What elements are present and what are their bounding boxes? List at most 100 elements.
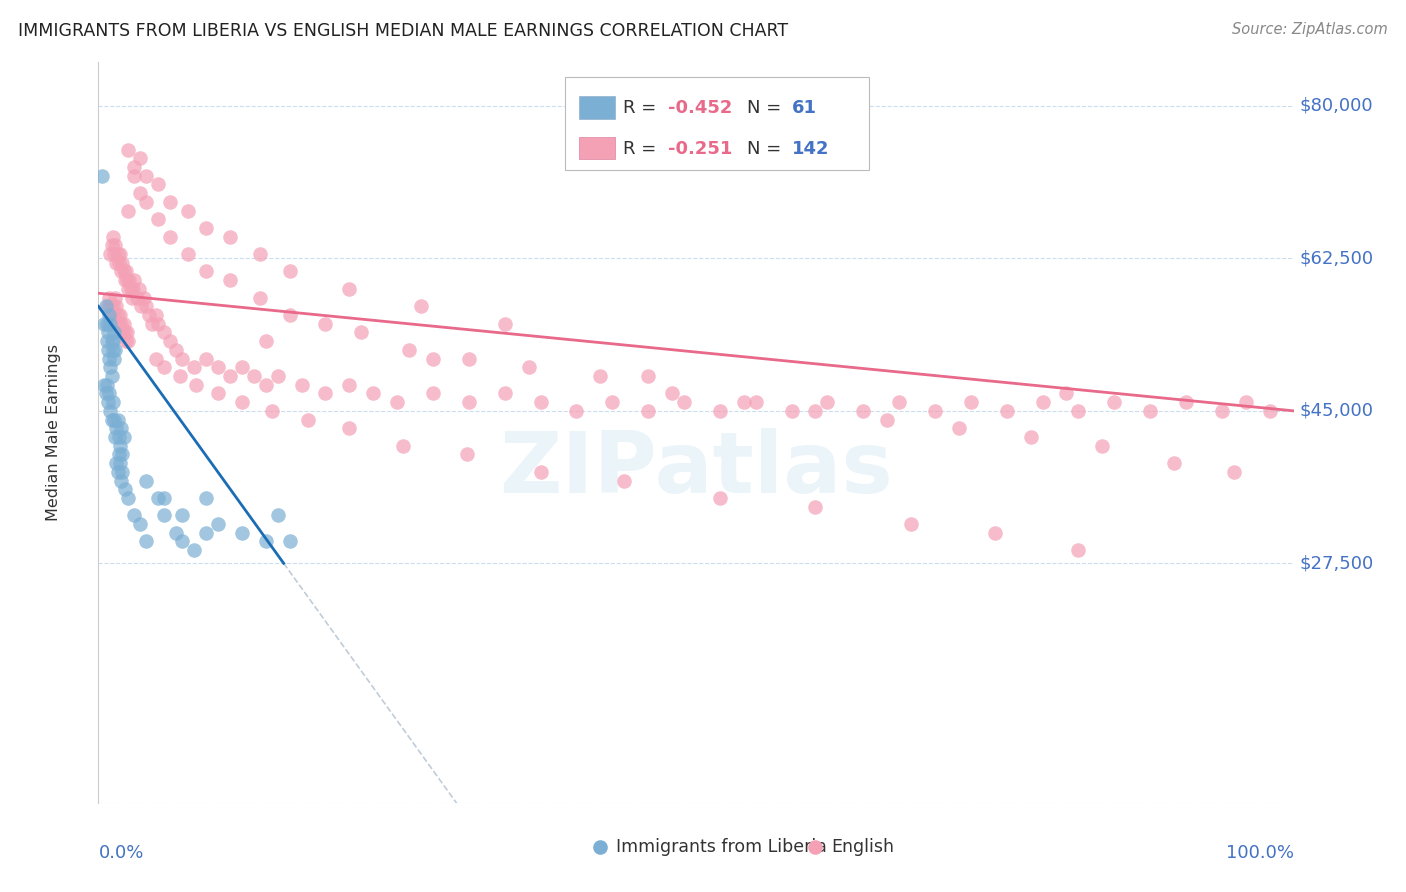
Point — [105, 299, 128, 313]
Point — [960, 395, 983, 409]
Point — [115, 273, 138, 287]
Point — [422, 386, 444, 401]
Point — [108, 456, 131, 470]
Point — [105, 421, 128, 435]
Text: 100.0%: 100.0% — [1226, 844, 1294, 862]
Point — [876, 412, 898, 426]
Point — [231, 525, 253, 540]
Point — [1104, 395, 1126, 409]
Point — [780, 404, 803, 418]
Point — [105, 256, 128, 270]
Point — [458, 351, 481, 366]
Point — [114, 273, 136, 287]
Point — [673, 395, 696, 409]
Point — [107, 447, 129, 461]
Point — [111, 465, 134, 479]
Point — [172, 508, 194, 523]
Point — [169, 369, 191, 384]
Point — [107, 317, 129, 331]
Point — [138, 308, 160, 322]
Point — [278, 264, 301, 278]
Point — [121, 291, 143, 305]
Point — [315, 317, 337, 331]
Point — [124, 160, 146, 174]
Point — [108, 439, 131, 453]
Point — [114, 482, 136, 496]
Point — [458, 395, 481, 409]
Point — [117, 334, 139, 348]
Point — [422, 351, 444, 366]
Point — [110, 474, 132, 488]
Point — [97, 326, 120, 340]
Text: $80,000: $80,000 — [1299, 97, 1374, 115]
Point — [153, 326, 176, 340]
Point — [733, 395, 755, 409]
Point — [153, 360, 176, 375]
Point — [207, 360, 229, 375]
FancyBboxPatch shape — [565, 78, 869, 169]
Point — [148, 212, 170, 227]
Text: N =: N = — [748, 140, 787, 158]
Point — [278, 308, 301, 322]
Point — [117, 203, 139, 218]
Point — [135, 194, 157, 209]
Point — [104, 343, 127, 357]
Text: $27,500: $27,500 — [1299, 554, 1374, 573]
Point — [118, 273, 141, 287]
Point — [148, 178, 170, 192]
Point — [100, 369, 122, 384]
Point — [363, 386, 385, 401]
Point — [148, 317, 170, 331]
Point — [815, 395, 838, 409]
Point — [177, 203, 200, 218]
Point — [110, 264, 132, 278]
Point — [804, 404, 827, 418]
Point — [231, 360, 253, 375]
Point — [709, 491, 731, 505]
Point — [104, 291, 127, 305]
Point — [153, 491, 176, 505]
Text: -0.251: -0.251 — [668, 140, 733, 158]
Point — [98, 291, 121, 305]
Point — [103, 308, 125, 322]
Point — [107, 308, 129, 322]
Point — [97, 343, 120, 357]
Point — [207, 386, 229, 401]
Point — [637, 404, 659, 418]
Point — [1032, 395, 1054, 409]
Text: $45,000: $45,000 — [1299, 401, 1374, 420]
Text: 61: 61 — [792, 99, 817, 118]
Point — [153, 508, 176, 523]
Point — [111, 256, 134, 270]
Point — [124, 508, 146, 523]
Point — [103, 412, 125, 426]
Point — [254, 534, 277, 549]
Text: IMMIGRANTS FROM LIBERIA VS ENGLISH MEDIAN MALE EARNINGS CORRELATION CHART: IMMIGRANTS FROM LIBERIA VS ENGLISH MEDIA… — [18, 22, 789, 40]
Text: Median Male Earnings: Median Male Earnings — [45, 344, 60, 521]
Point — [1211, 404, 1233, 418]
Point — [195, 491, 218, 505]
Point — [98, 247, 122, 261]
Point — [219, 229, 242, 244]
Point — [339, 421, 361, 435]
Point — [456, 447, 478, 461]
Point — [195, 221, 218, 235]
Point — [254, 377, 277, 392]
Point — [984, 525, 1007, 540]
Point — [852, 404, 875, 418]
Point — [613, 474, 636, 488]
Point — [98, 351, 121, 366]
Point — [98, 404, 122, 418]
Point — [96, 377, 118, 392]
Point — [94, 386, 117, 401]
Point — [97, 395, 120, 409]
Point — [1067, 404, 1090, 418]
Point — [105, 456, 128, 470]
Point — [115, 334, 138, 348]
Point — [297, 412, 319, 426]
Point — [165, 525, 187, 540]
Point — [195, 264, 218, 278]
Text: Source: ZipAtlas.com: Source: ZipAtlas.com — [1232, 22, 1388, 37]
Point — [602, 395, 624, 409]
Point — [186, 377, 208, 392]
